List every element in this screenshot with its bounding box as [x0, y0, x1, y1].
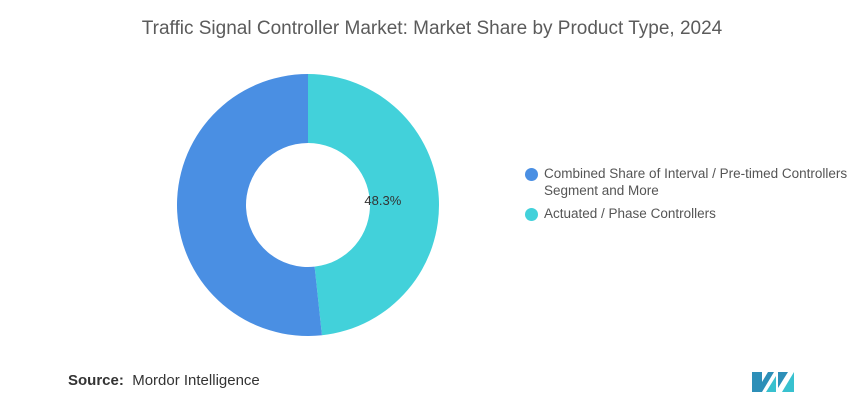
legend: Combined Share of Interval / Pre-timed C…: [525, 165, 855, 228]
mordor-intelligence-logo-icon: [752, 372, 794, 392]
legend-label-actuated: Actuated / Phase Controllers: [544, 206, 716, 221]
legend-swatch-combined: [525, 168, 538, 181]
donut-slice-1[interactable]: [177, 74, 322, 336]
source-name: Mordor Intelligence: [132, 372, 260, 389]
source-note: Source: Mordor Intelligence: [68, 372, 260, 389]
chart-title: Traffic Signal Controller Market: Market…: [141, 18, 723, 39]
legend-label-combined: Combined Share of Interval / Pre-timed C…: [544, 166, 848, 198]
legend-swatch-actuated: [525, 208, 538, 221]
donut-slice-0[interactable]: [308, 74, 440, 336]
legend-item-combined[interactable]: Combined Share of Interval / Pre-timed C…: [525, 165, 855, 199]
source-prefix: Source:: [68, 372, 124, 389]
legend-item-actuated[interactable]: Actuated / Phase Controllers: [525, 205, 855, 222]
data-label-0: 48.3%: [364, 193, 401, 208]
